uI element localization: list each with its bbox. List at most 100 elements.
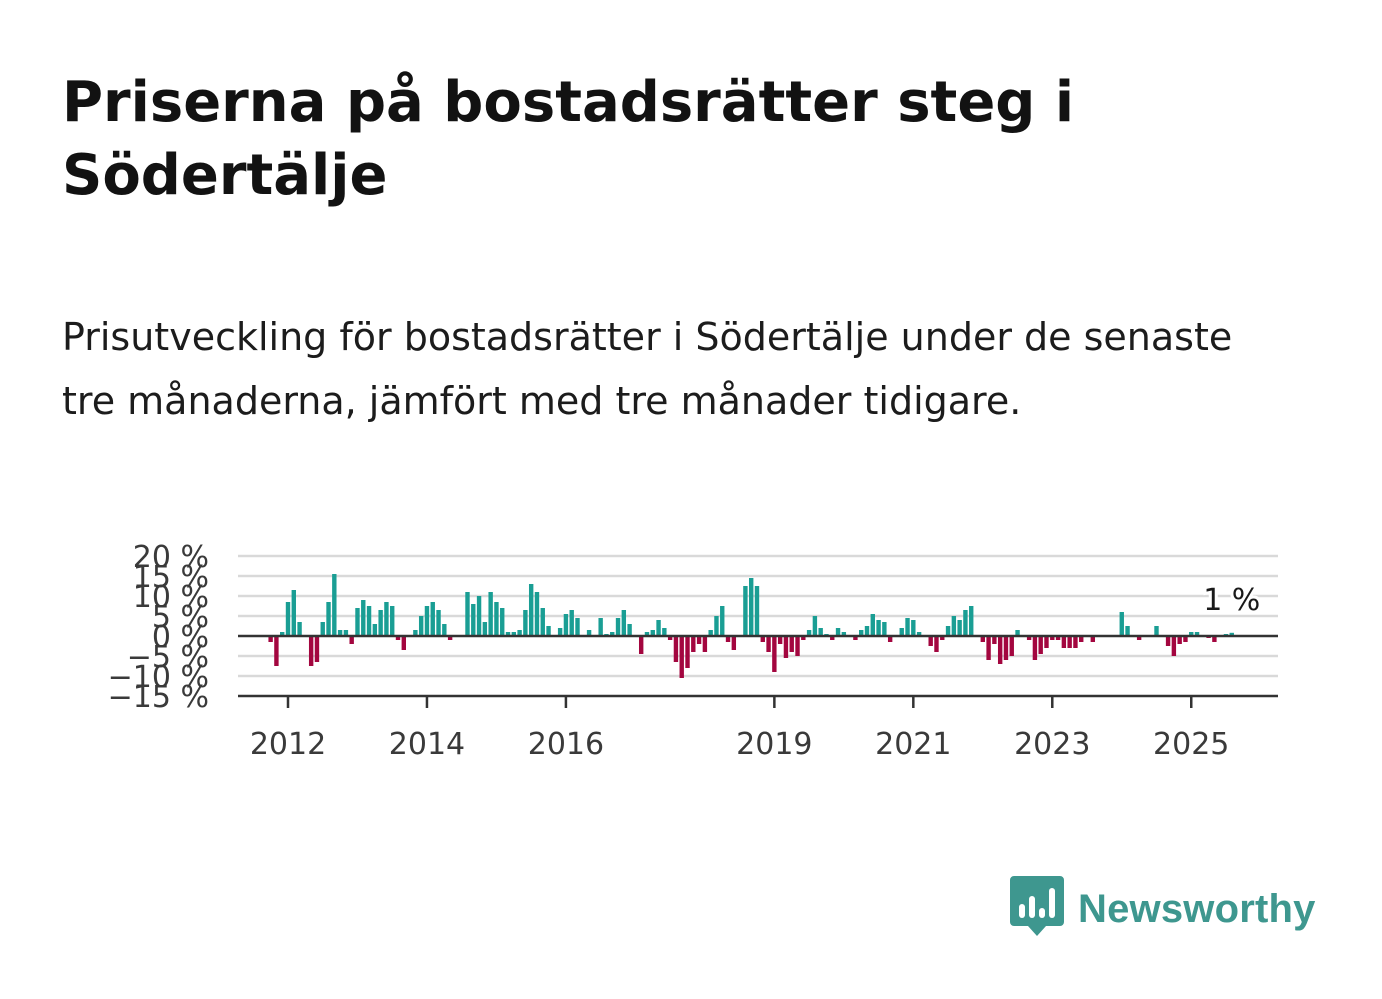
bar (731, 636, 737, 650)
bar (882, 622, 887, 636)
chart-title: Priserna på bostadsrätter steg i Södertä… (62, 70, 1075, 208)
bars (268, 574, 1234, 678)
bar (679, 636, 684, 678)
bar (696, 636, 702, 644)
bar (1154, 626, 1159, 636)
bar (928, 636, 933, 646)
bar (806, 630, 812, 636)
bar (390, 606, 395, 636)
bar (471, 604, 476, 636)
bar (940, 636, 945, 640)
bar (494, 602, 499, 636)
bar (644, 632, 650, 636)
bar (1009, 636, 1014, 656)
bar (308, 636, 314, 666)
bar (488, 592, 493, 636)
bar (1026, 636, 1032, 640)
bar (569, 610, 574, 636)
bar (818, 628, 823, 636)
bar (1119, 612, 1124, 636)
bar (476, 596, 482, 636)
bar (430, 602, 435, 636)
bar (627, 624, 632, 636)
bar (795, 636, 800, 656)
bar (1003, 636, 1009, 660)
bar (401, 636, 406, 650)
bar (1073, 636, 1078, 648)
bar (1177, 636, 1182, 644)
bar (1061, 636, 1067, 648)
bar (673, 636, 679, 662)
bar (714, 616, 719, 636)
bar (418, 616, 424, 636)
bar (314, 636, 320, 662)
y-tick-label: 5 % (152, 600, 209, 635)
bar (963, 610, 968, 636)
bar (708, 630, 713, 636)
x-tick-label: 2014 (389, 727, 465, 762)
bar (505, 632, 511, 636)
bar (853, 636, 858, 640)
bar (992, 636, 997, 644)
bar (378, 610, 383, 636)
bar (905, 618, 910, 636)
bar (1055, 636, 1061, 640)
bar (1183, 636, 1188, 642)
bar (621, 610, 627, 636)
bar (662, 628, 667, 636)
bar (720, 606, 725, 636)
bar (789, 636, 794, 652)
bar (783, 636, 789, 658)
bar (500, 608, 505, 636)
bar (876, 620, 881, 636)
x-tick-label: 2025 (1153, 727, 1229, 762)
bar (372, 624, 378, 636)
axes (238, 634, 1278, 708)
x-tick-label: 2016 (528, 727, 604, 762)
bar (830, 636, 835, 640)
bar (557, 628, 563, 636)
bar (563, 614, 569, 636)
bar (528, 584, 534, 636)
bar (685, 636, 690, 668)
y-tick-label: −10 % (108, 660, 209, 695)
bar (291, 590, 296, 636)
bar (540, 608, 545, 636)
bar (899, 628, 904, 636)
bar (366, 606, 372, 636)
bar (980, 636, 985, 642)
bar (656, 620, 661, 636)
bar (361, 600, 366, 636)
bar (743, 586, 748, 636)
bar (285, 602, 291, 636)
y-tick-label: 10 % (133, 580, 209, 615)
bar (482, 622, 488, 636)
y-tick-label: −15 % (108, 680, 209, 715)
bar (812, 616, 818, 636)
bar (424, 606, 430, 636)
y-tick-label: 20 % (133, 540, 209, 575)
bar (297, 622, 302, 636)
bar (436, 610, 441, 636)
bar (841, 632, 847, 636)
x-tick-label: 2019 (736, 727, 812, 762)
bar (1090, 636, 1096, 642)
bar (859, 630, 864, 636)
bar (951, 616, 957, 636)
bar (777, 636, 783, 644)
bar (650, 630, 655, 636)
bar (511, 632, 517, 636)
bar (546, 626, 551, 636)
bar (749, 578, 754, 636)
bar (691, 636, 696, 652)
y-tick-label: 15 % (133, 560, 209, 595)
bar (1171, 636, 1177, 656)
bar (1189, 632, 1194, 636)
bar (355, 608, 360, 636)
bar (835, 628, 841, 636)
bar (326, 602, 331, 636)
bar (413, 630, 418, 636)
bar (517, 630, 522, 636)
bar (1038, 636, 1043, 654)
